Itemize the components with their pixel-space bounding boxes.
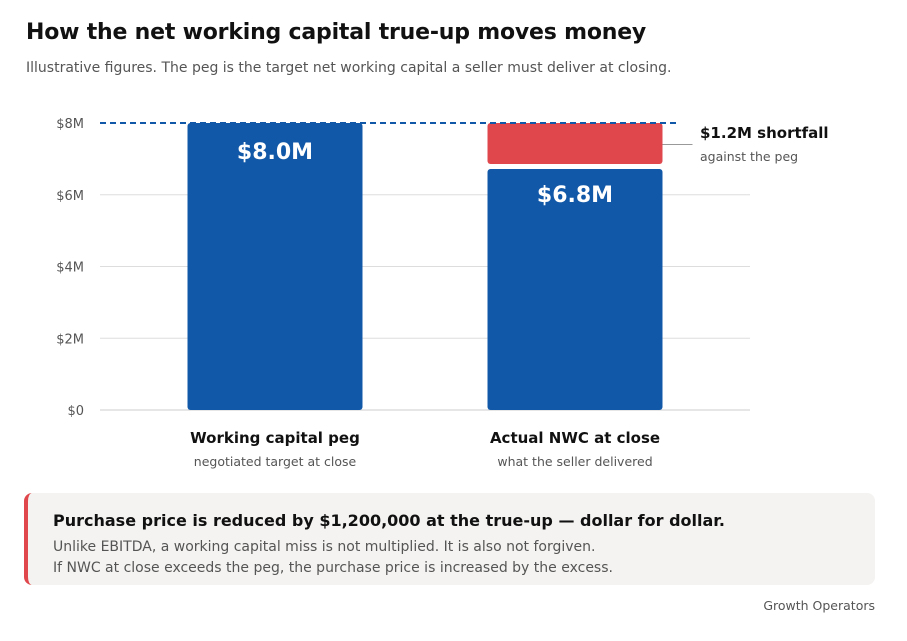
callout-line-1: Unlike EBITDA, a working capital miss is… — [53, 539, 596, 555]
y-tick-label: $2M — [56, 332, 84, 347]
callout-box: Purchase price is reduced by $1,200,000 … — [24, 493, 875, 585]
callout-line-2: If NWC at close exceeds the peg, the pur… — [53, 560, 613, 576]
nwc-bar-chart: $0 $2M $4M $6M $8M $8.0M $6.8M Working capita… — [56, 117, 829, 469]
bars — [187, 123, 663, 410]
shortfall-label: $1.2M shortfall — [700, 124, 829, 142]
bar-data-labels: $8.0M $6.8M — [237, 140, 613, 208]
shortfall-sublabel: against the peg — [700, 149, 798, 164]
y-tick-label: $6M — [56, 189, 84, 204]
chart-subtitle: Illustrative figures. The peg is the tar… — [26, 60, 672, 76]
y-tick-label: $0 — [67, 404, 84, 419]
y-axis-ticks: $0 $2M $4M $6M $8M — [56, 117, 84, 419]
category-label: Working capital peg — [190, 429, 360, 447]
bar-value-label: $8.0M — [237, 140, 313, 165]
category-sublabel: what the seller delivered — [497, 454, 652, 469]
y-tick-label: $8M — [56, 117, 84, 132]
category-label: Actual NWC at close — [490, 429, 660, 447]
chart-title: How the net working capital true-up move… — [26, 20, 647, 45]
y-tick-label: $4M — [56, 261, 84, 276]
shortfall-annotation: $1.2M shortfall against the peg — [100, 122, 829, 164]
bar — [187, 123, 363, 410]
bar-value-label: $6.8M — [537, 183, 613, 208]
category-sublabel: negotiated target at close — [194, 454, 357, 469]
shortfall-segment — [487, 123, 663, 165]
callout-headline: Purchase price is reduced by $1,200,000 … — [53, 511, 725, 530]
bar — [487, 169, 663, 410]
category-labels: Working capital peg negotiated target at … — [190, 429, 660, 469]
footer-credit: Growth Operators — [763, 598, 875, 613]
